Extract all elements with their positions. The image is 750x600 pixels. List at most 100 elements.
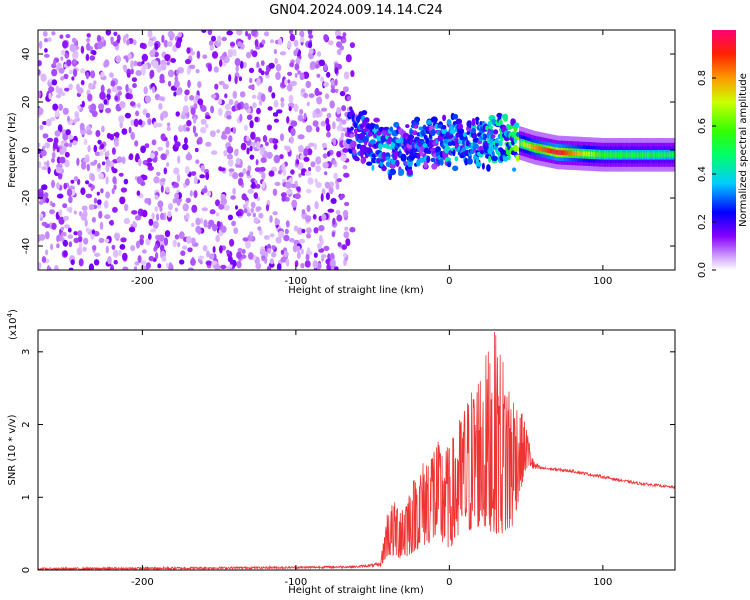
noise-speckle: [62, 40, 69, 49]
noise-speckle: [261, 172, 266, 180]
noise-speckle: [123, 64, 128, 73]
noise-speckle: [265, 74, 270, 79]
y-tick-label: 0: [21, 147, 32, 153]
noise-speckle: [92, 50, 97, 56]
signal-cell: [598, 152, 601, 157]
noise-speckle: [192, 125, 196, 134]
noise-speckle: [73, 50, 79, 58]
noise-speckle: [100, 36, 105, 43]
noise-speckle: [232, 127, 237, 134]
noise-speckle: [207, 191, 211, 197]
noise-speckle: [181, 111, 186, 116]
signal-cell: [452, 149, 456, 157]
noise-speckle: [342, 32, 347, 37]
noise-speckle: [338, 121, 343, 130]
noise-speckle: [315, 126, 320, 133]
noise-speckle: [174, 75, 179, 83]
noise-speckle: [303, 156, 310, 162]
noise-speckle: [77, 235, 83, 243]
noise-speckle: [312, 260, 319, 269]
signal-cell: [581, 151, 584, 157]
noise-speckle: [308, 142, 315, 147]
noise-speckle: [305, 125, 313, 133]
noise-speckle: [275, 63, 282, 72]
signal-cell: [668, 152, 671, 158]
noise-speckle: [156, 66, 162, 73]
signal-cell: [565, 150, 568, 156]
signal-cell: [454, 156, 459, 162]
noise-speckle: [275, 236, 282, 244]
noise-speckle: [263, 235, 270, 240]
signal-cell: [350, 126, 354, 131]
noise-speckle: [295, 57, 301, 65]
noise-speckle: [307, 41, 313, 49]
noise-speckle: [239, 60, 244, 69]
noise-speckle: [82, 246, 87, 252]
noise-speckle: [274, 57, 279, 65]
noise-speckle: [107, 256, 112, 265]
noise-speckle: [212, 224, 218, 232]
figure-title: GN04.2024.009.14.14.C24: [269, 3, 443, 18]
noise-speckle: [339, 90, 346, 97]
noise-speckle: [38, 161, 42, 169]
noise-speckle: [193, 102, 198, 110]
noise-speckle: [165, 262, 169, 268]
noise-speckle: [71, 76, 75, 81]
signal-cell: [636, 152, 639, 158]
noise-speckle: [242, 237, 249, 242]
noise-speckle: [116, 86, 123, 91]
noise-speckle: [303, 92, 308, 99]
noise-speckle: [220, 264, 227, 270]
noise-speckle: [301, 168, 307, 173]
noise-speckle: [279, 154, 284, 160]
signal-cell: [619, 152, 622, 158]
noise-speckle: [111, 86, 117, 93]
signal-cell: [362, 156, 367, 163]
noise-speckle: [228, 74, 232, 82]
noise-speckle: [252, 102, 257, 109]
signal-cell: [446, 119, 452, 125]
noise-speckle: [271, 245, 276, 250]
noise-speckle: [305, 215, 312, 223]
noise-speckle: [272, 188, 278, 196]
noise-speckle: [243, 208, 248, 214]
noise-speckle: [322, 161, 329, 169]
noise-speckle: [67, 115, 70, 122]
noise-speckle: [51, 68, 58, 77]
signal-cell: [551, 148, 553, 154]
noise-speckle: [279, 133, 285, 142]
noise-speckle: [68, 241, 73, 248]
noise-speckle: [294, 63, 300, 71]
noise-speckle: [95, 130, 101, 137]
noise-speckle: [143, 175, 148, 181]
noise-speckle: [249, 231, 254, 237]
noise-speckle: [334, 78, 338, 86]
colorbar-gradient: [712, 30, 736, 270]
noise-speckle: [220, 197, 227, 206]
signal-cell: [528, 143, 531, 149]
signal-cell: [447, 162, 451, 168]
noise-speckle: [297, 134, 305, 140]
noise-speckle: [145, 262, 151, 269]
noise-speckle: [318, 234, 323, 243]
noise-speckle: [315, 182, 322, 188]
noise-speckle: [315, 91, 323, 96]
noise-speckle: [128, 126, 132, 134]
noise-speckle: [296, 186, 301, 192]
signal-cell: [538, 146, 541, 151]
noise-speckle: [38, 90, 41, 98]
noise-speckle: [303, 148, 309, 157]
noise-speckle: [230, 195, 236, 200]
noise-speckle: [141, 53, 148, 62]
signal-cell: [563, 150, 565, 156]
noise-speckle: [63, 215, 69, 221]
noise-speckle: [140, 145, 147, 154]
noise-speckle: [135, 110, 140, 117]
noise-speckle: [91, 229, 96, 235]
noise-speckle: [82, 210, 88, 218]
noise-speckle: [139, 234, 145, 240]
noise-speckle: [184, 165, 190, 175]
signal-cell: [661, 152, 664, 158]
noise-speckle: [190, 51, 195, 56]
noise-speckle: [335, 209, 341, 215]
